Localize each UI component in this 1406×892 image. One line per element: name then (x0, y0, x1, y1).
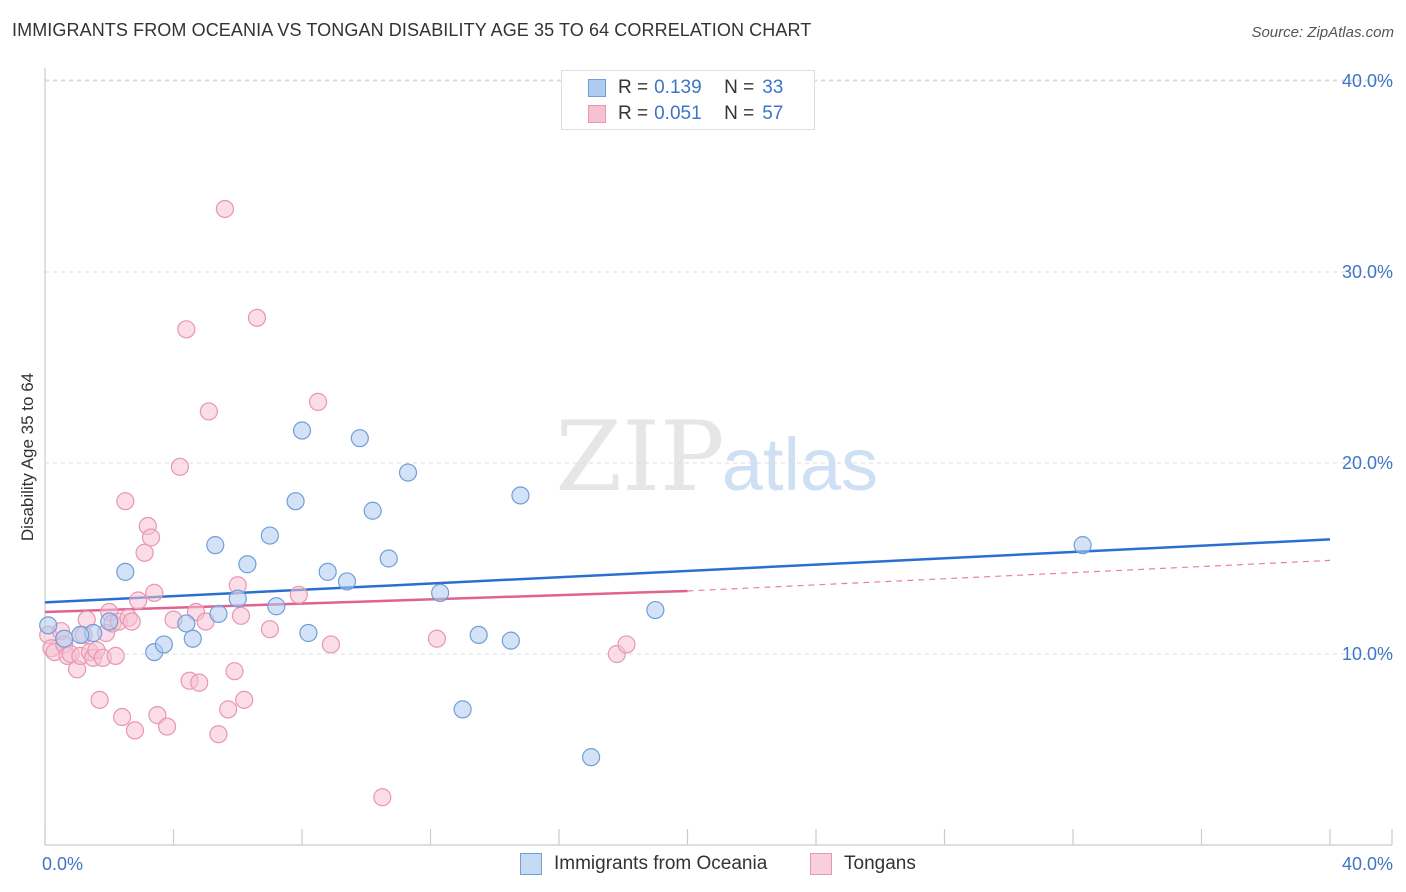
tongan-point (219, 700, 238, 719)
legend-item-oceania[interactable]: Immigrants from Oceania (520, 852, 767, 876)
tongan-point (90, 690, 109, 709)
oceania-point (469, 625, 488, 645)
oceania-point (292, 421, 312, 440)
oceania-point (501, 631, 520, 650)
tongan-point (190, 673, 209, 692)
x-tick-label: 0.0% (42, 854, 83, 874)
n-label: N = (724, 77, 755, 98)
oceania-point (116, 562, 135, 581)
oceania-point (267, 597, 286, 616)
oceania-point (260, 526, 279, 545)
tongan-point (145, 583, 164, 602)
oceania-point (337, 572, 357, 591)
oceania-point (39, 616, 58, 635)
oceania-point (318, 562, 337, 581)
tongan-point (157, 717, 177, 736)
oceania-point (646, 600, 665, 620)
oceania-legend-label: Immigrants from Oceania (554, 853, 768, 874)
tongan-point (125, 721, 145, 740)
tongan-point (209, 725, 228, 744)
tongan-point (116, 492, 135, 511)
oceania-point (177, 614, 196, 633)
r-label: R = (618, 103, 649, 124)
tongan-point (321, 635, 341, 654)
tongan-point (135, 543, 154, 562)
oceania-swatch (588, 79, 606, 97)
tongan-point (260, 620, 279, 639)
tongan-point (215, 199, 234, 219)
chart-title: IMMIGRANTS FROM OCEANIA VS TONGAN DISABI… (12, 20, 812, 40)
oceania-point (238, 555, 257, 574)
tongan-legend-swatch (810, 853, 832, 875)
watermark-zip: ZIP (555, 401, 724, 513)
oceania-point (183, 629, 202, 648)
tongan-point (112, 707, 132, 727)
oceania-point (582, 748, 601, 767)
trend-line-tongans-extrapolated (687, 559, 1331, 592)
oceania-point (228, 589, 247, 608)
tongan-point (199, 402, 218, 421)
watermark-atlas: atlas (722, 423, 878, 506)
watermark: ZIP atlas (555, 401, 878, 513)
oceania-point (100, 612, 119, 631)
stats-legend: R = 0.139 N = 33 R = 0.051 N = 57 (561, 70, 815, 130)
y-tick-label: 10.0% (1342, 644, 1393, 664)
oceania-point (511, 486, 530, 505)
tick-labels: 10.0% 20.0% 30.0% 40.0% 0.0% 40.0% (42, 71, 1393, 874)
oceania-legend-swatch (520, 853, 542, 875)
oceania-point (363, 501, 382, 520)
oceania-point (398, 463, 418, 482)
oceania-point (431, 583, 450, 602)
legend-item-tongans[interactable]: Tongans (810, 852, 916, 876)
trend-line-oceania (44, 538, 1331, 604)
tongan-point (141, 528, 161, 547)
trend-lines (44, 538, 1331, 614)
tongan-point (122, 612, 141, 631)
stats-legend-oceania: R = 0.139 N = 33 (588, 76, 783, 100)
tongan-point (427, 629, 447, 648)
axes (44, 68, 1393, 846)
tongan-point (225, 662, 244, 681)
oceania-point (206, 536, 225, 555)
tongan-point (231, 606, 251, 625)
tongan-point (177, 320, 196, 339)
n-value: 57 (762, 103, 784, 124)
oceania-point (154, 635, 173, 654)
source-credit: Source: ZipAtlas.com (1251, 24, 1394, 41)
r-value: 0.139 (654, 77, 702, 98)
tongan-point (170, 457, 190, 476)
tongan-point (235, 690, 254, 709)
data-points (39, 199, 1092, 807)
tongan-point (308, 392, 328, 411)
y-tick-label: 30.0% (1342, 262, 1393, 282)
oceania-point (379, 549, 398, 568)
n-value: 33 (762, 77, 784, 98)
tongan-point (106, 646, 125, 666)
x-tick-label: 40.0% (1342, 854, 1393, 874)
tongan-point (617, 635, 636, 654)
oceania-point (299, 623, 318, 643)
y-tick-label: 40.0% (1342, 71, 1393, 91)
r-label: R = (618, 77, 649, 98)
oceania-point (1073, 536, 1092, 555)
n-label: N = (724, 103, 755, 124)
tongan-point (129, 591, 148, 610)
y-tick-label: 20.0% (1342, 453, 1393, 473)
oceania-point (453, 700, 472, 719)
oceania-point (71, 625, 90, 645)
trend-line-tongans (44, 589, 688, 614)
tongan-point (289, 585, 308, 604)
oceania-point (350, 429, 369, 448)
tongan-swatch (588, 105, 606, 123)
r-value: 0.051 (654, 103, 702, 124)
oceania-point (286, 492, 305, 511)
oceania-point (209, 604, 228, 623)
tongan-legend-label: Tongans (844, 853, 916, 874)
stats-legend-tongans: R = 0.051 N = 57 (588, 102, 783, 126)
tongan-point (247, 308, 267, 327)
oceania-point (55, 629, 74, 648)
tongan-point (373, 788, 392, 807)
